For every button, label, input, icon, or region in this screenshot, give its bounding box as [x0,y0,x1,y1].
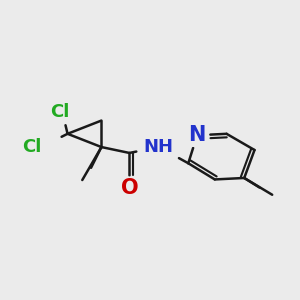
Text: Cl: Cl [22,138,41,156]
Text: NH: NH [144,138,174,156]
Text: Cl: Cl [50,103,70,121]
Text: NH: NH [144,138,174,156]
Text: O: O [121,178,138,198]
Text: N: N [188,125,206,145]
Text: Cl: Cl [22,138,41,156]
Text: N: N [188,125,206,145]
Text: O: O [121,178,138,198]
Text: Cl: Cl [50,103,70,121]
